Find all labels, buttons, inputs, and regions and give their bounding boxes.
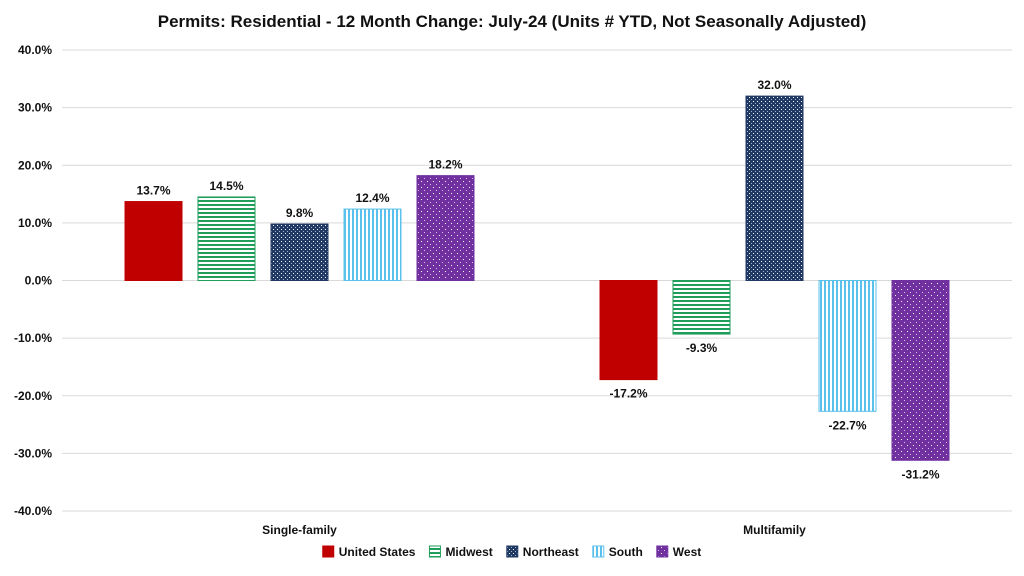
data-label: 32.0%	[757, 78, 791, 92]
data-label: 9.8%	[286, 206, 314, 220]
bar-west-single-family	[416, 175, 475, 281]
x-axis-category-labels: Single-family Multifamily	[262, 523, 806, 537]
y-tick-label: -20.0%	[14, 389, 52, 403]
bar-united-states-multifamily	[599, 280, 658, 381]
bar-midwest-single-family	[197, 196, 256, 282]
legend-label: United States	[339, 545, 416, 559]
bar-south-single-family	[343, 208, 402, 281]
legend-swatch	[592, 545, 605, 558]
data-label: 13.7%	[136, 184, 170, 198]
legend-label: Northeast	[523, 545, 579, 559]
data-label: 18.2%	[428, 158, 462, 172]
data-label: -9.3%	[686, 341, 718, 355]
y-tick-label: -40.0%	[14, 504, 52, 518]
category-label: Single-family	[262, 523, 337, 537]
category-label: Multifamily	[743, 523, 806, 537]
data-label: 12.4%	[355, 191, 389, 205]
y-tick-label: 10.0%	[18, 216, 52, 230]
legend-swatch	[506, 545, 519, 558]
bars	[124, 95, 950, 461]
legend-swatch	[656, 545, 669, 558]
y-axis-tick-labels: 40.0% 30.0% 20.0% 10.0% 0.0% -10.0% -20.0% -30.…	[14, 43, 52, 518]
y-tick-label: 40.0%	[18, 43, 52, 57]
data-labels: 13.7% 14.5% 9.8% 12.4% 18.2% -17.2% -9.3% 32.0%…	[136, 78, 939, 481]
data-label: -17.2%	[609, 387, 647, 401]
y-tick-label: 0.0%	[25, 274, 53, 288]
y-tick-label: 30.0%	[18, 101, 52, 115]
legend-label: Midwest	[445, 545, 492, 559]
legend-swatch	[428, 545, 441, 558]
bar-northeast-multifamily	[745, 95, 804, 281]
bar-south-multifamily	[818, 280, 877, 412]
y-tick-label: 20.0%	[18, 158, 52, 172]
legend-swatch	[322, 545, 335, 558]
bar-west-multifamily	[891, 280, 950, 461]
chart-title: Permits: Residential - 12 Month Change: …	[158, 12, 866, 31]
data-label: -22.7%	[828, 418, 866, 432]
bar-midwest-multifamily	[672, 280, 731, 335]
legend-label: West	[673, 545, 701, 559]
legend: United States Midwest Northeast South West	[322, 545, 701, 559]
y-tick-label: -10.0%	[14, 331, 52, 345]
bar-northeast-single-family	[270, 223, 329, 281]
data-label: -31.2%	[901, 467, 939, 481]
legend-label: South	[609, 545, 643, 559]
bar-united-states-single-family	[124, 201, 183, 282]
y-tick-label: -30.0%	[14, 446, 52, 460]
data-label: 14.5%	[209, 179, 243, 193]
